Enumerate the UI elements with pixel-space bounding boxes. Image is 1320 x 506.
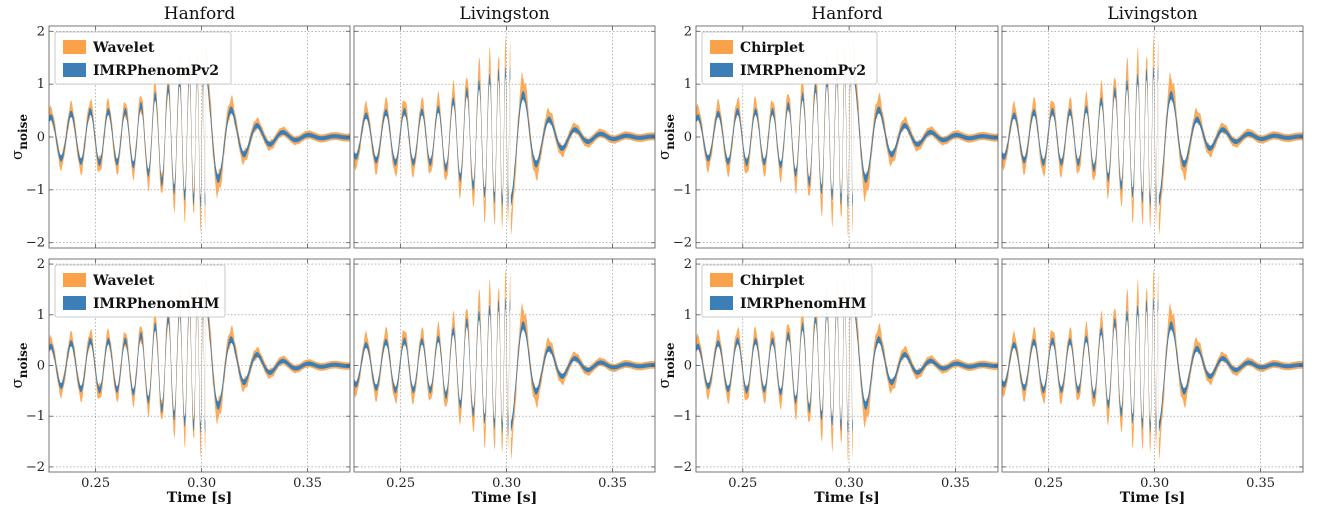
legend: Wavelet IMRPhenomPv2 xyxy=(54,31,232,85)
x-tick-label: 0.30 xyxy=(187,476,216,491)
y-tick-label: 2 xyxy=(37,257,45,272)
series-band-chirplet xyxy=(1002,34,1303,236)
y-tick-label: 2 xyxy=(684,24,692,39)
x-tick-label: 0.35 xyxy=(941,476,970,491)
y-axis-label: σnoise xyxy=(655,342,677,388)
legend-swatch xyxy=(63,296,86,310)
series-band-imrphenompv2 xyxy=(1002,65,1303,212)
legend-swatch xyxy=(710,63,733,77)
series-band-imrphenomhm xyxy=(49,293,350,435)
legend-swatch xyxy=(63,63,86,77)
legend-label: IMRPhenomHM xyxy=(93,296,219,312)
y-tick-label: 1 xyxy=(684,77,692,92)
y-tick-label: −1 xyxy=(673,183,692,198)
x-axis-label: Time [s] xyxy=(1120,490,1185,506)
x-tick-label: 0.25 xyxy=(728,476,757,491)
x-tick-label: 0.30 xyxy=(492,476,521,491)
y-axis-label: σnoise xyxy=(8,114,30,160)
legend-swatch xyxy=(63,40,86,54)
series-band-wavelet xyxy=(354,267,655,460)
panel-detector-1-2: 0.25 0.30 0.35 −2 −1 0 1 2 Time [s] σnoise Chirple… xyxy=(655,257,999,506)
series-band-imrphenomhm xyxy=(354,296,655,438)
legend-label: IMRPhenomPv2 xyxy=(740,63,866,79)
panel-hanford-0-0: −2 −1 0 1 2 Hanford σnoise Wavelet IMRPhenomPv2 xyxy=(8,4,351,251)
x-axis-label: Time [s] xyxy=(472,490,537,506)
x-tick-label: 0.25 xyxy=(81,476,110,491)
legend-swatch xyxy=(710,40,733,54)
panel-title: Livingston xyxy=(1107,4,1197,24)
y-tick-label: −2 xyxy=(673,236,692,251)
panel-livingston-0-3: Livingston xyxy=(1001,4,1304,249)
y-tick-label: 2 xyxy=(37,24,45,39)
panel-title: Hanford xyxy=(811,4,883,24)
x-tick-label: 0.35 xyxy=(1246,476,1275,491)
legend-swatch xyxy=(63,273,86,287)
y-tick-label: 0 xyxy=(684,359,692,374)
y-tick-label: 2 xyxy=(684,257,692,272)
x-axis-label: Time [s] xyxy=(814,490,879,506)
x-tick-label: 0.35 xyxy=(293,476,322,491)
panel-detector-1-0: 0.25 0.30 0.35 −2 −1 0 1 2 Time [s] σnoise Wavelet… xyxy=(8,257,351,506)
x-tick-label: 0.35 xyxy=(598,476,627,491)
y-tick-label: 1 xyxy=(37,77,45,92)
x-tick-label: 0.25 xyxy=(1034,476,1063,491)
panel-detector-1-1: 0.25 0.30 0.35 Time [s] xyxy=(353,258,656,506)
y-tick-label: −2 xyxy=(26,460,45,475)
legend-label: Chirplet xyxy=(740,40,805,56)
y-tick-label: −1 xyxy=(26,183,45,198)
series-band-wavelet xyxy=(354,34,655,236)
legend: Wavelet IMRPhenomHM xyxy=(54,264,226,318)
y-tick-label: 0 xyxy=(684,130,692,145)
legend-label: Chirplet xyxy=(740,273,805,289)
y-tick-label: 0 xyxy=(37,130,45,145)
panel-detector-1-3: 0.25 0.30 0.35 Time [s] xyxy=(1001,258,1304,506)
legend: Chirplet IMRPhenomHM xyxy=(701,264,873,318)
legend-label: IMRPhenomHM xyxy=(740,296,866,312)
series-band-imrphenompv2 xyxy=(354,65,655,212)
legend-swatch xyxy=(710,273,733,287)
y-axis-label: σnoise xyxy=(655,114,677,160)
y-tick-label: 1 xyxy=(37,308,45,323)
y-tick-label: −2 xyxy=(673,460,692,475)
x-tick-label: 0.30 xyxy=(835,476,864,491)
legend-label: Wavelet xyxy=(92,40,155,56)
series-band-imrphenompv2 xyxy=(696,62,998,209)
panel-hanford-0-2: −2 −1 0 1 2 Hanford σnoise Chirplet IMRPhenomPv2 xyxy=(655,4,999,251)
legend-label: IMRPhenomPv2 xyxy=(93,63,219,79)
y-tick-label: −1 xyxy=(673,409,692,424)
legend: Chirplet IMRPhenomPv2 xyxy=(701,31,878,85)
legend-label: Wavelet xyxy=(92,273,155,289)
legend-swatch xyxy=(710,296,733,310)
panel-title: Livingston xyxy=(459,4,549,24)
y-tick-label: 1 xyxy=(684,308,692,323)
series-band-imrphenompv2 xyxy=(49,62,350,209)
series-band-imrphenomhm xyxy=(696,293,998,435)
series-band-imrphenomhm xyxy=(1002,296,1303,438)
x-axis-label: Time [s] xyxy=(167,490,232,506)
x-tick-label: 0.25 xyxy=(386,476,415,491)
x-tick-label: 0.30 xyxy=(1140,476,1169,491)
series-band-chirplet xyxy=(1002,267,1303,460)
y-tick-label: 0 xyxy=(37,359,45,374)
y-tick-label: −1 xyxy=(26,409,45,424)
panel-title: Hanford xyxy=(164,4,236,24)
panel-livingston-0-1: Livingston xyxy=(353,4,656,249)
y-axis-label: σnoise xyxy=(8,342,30,388)
y-tick-label: −2 xyxy=(26,236,45,251)
